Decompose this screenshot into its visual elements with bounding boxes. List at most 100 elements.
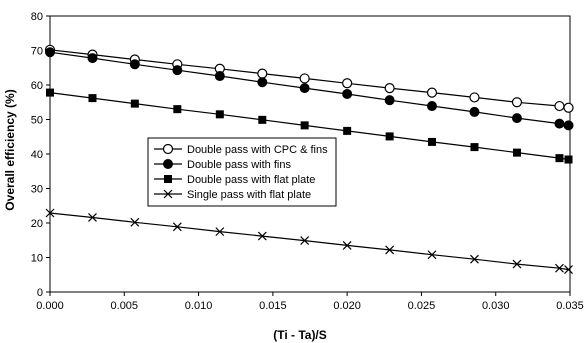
legend-box [147, 137, 337, 207]
data-point [555, 263, 564, 273]
data-point [88, 94, 97, 103]
data-point [214, 71, 225, 82]
y-tick-label: 40 [31, 149, 43, 161]
data-point [385, 132, 394, 141]
data-point [257, 77, 268, 88]
plot-series [44, 44, 574, 274]
y-tick-label: 30 [31, 184, 43, 196]
y-tick-label: 80 [31, 11, 43, 23]
data-point [511, 113, 522, 124]
x-marker-stroke [88, 213, 97, 222]
y-axis-title: Overall efficiency (%) [3, 89, 17, 210]
data-point [384, 83, 395, 94]
data-point [45, 208, 55, 218]
x-marker-stroke [470, 254, 479, 264]
x-marker-stroke [385, 245, 395, 255]
series-line [49, 212, 569, 271]
data-point [88, 213, 97, 222]
data-point [469, 106, 480, 117]
data-point [427, 250, 437, 260]
x-tick-label: 0.025 [408, 300, 436, 312]
x-tick-label: 0.005 [111, 300, 139, 312]
data-point [172, 65, 183, 76]
data-point [258, 115, 267, 124]
data-point [512, 148, 521, 157]
data-point [554, 100, 565, 112]
y-tick-label: 0 [37, 287, 43, 299]
series-3 [46, 88, 573, 164]
x-tick-label: 0.035 [556, 300, 584, 312]
legend-item: Double pass with CPC & fins [154, 143, 328, 156]
x-marker-stroke [163, 189, 173, 199]
data-point [300, 236, 310, 246]
series-2 [45, 47, 574, 131]
legend-marker [162, 143, 174, 155]
data-point [300, 121, 309, 130]
data-point [45, 47, 55, 58]
data-point [299, 83, 310, 94]
data-point [426, 87, 438, 98]
data-point [257, 231, 267, 241]
legend-label: Single pass with flat plate [187, 189, 311, 201]
data-point [563, 102, 574, 113]
legend-label: Double pass with flat plate [187, 174, 315, 186]
x-marker-stroke [564, 265, 573, 274]
data-point [511, 97, 523, 108]
y-tick-label: 60 [31, 80, 43, 92]
x-marker-stroke [257, 231, 267, 241]
y-tick-label: 70 [31, 46, 43, 58]
legend-item: Double pass with flat plate [154, 174, 315, 186]
data-point [215, 110, 224, 119]
x-tick-label: 0.030 [482, 300, 510, 312]
data-point [215, 227, 225, 237]
data-point [299, 73, 310, 84]
x-tick-label: 0.015 [259, 300, 287, 312]
series-line [49, 51, 569, 126]
legend: Double pass with CPC & fins Double pass w… [147, 137, 337, 207]
x-marker-stroke [300, 236, 310, 246]
data-point [342, 241, 352, 250]
data-point [512, 259, 522, 269]
data-point [554, 118, 565, 129]
x-marker-stroke [342, 241, 352, 250]
x-tick-label: 0.000 [36, 300, 64, 312]
legend-label: Double pass with fins [187, 159, 291, 171]
x-marker-stroke [512, 259, 522, 269]
legend-item: Single pass with flat plate [154, 189, 311, 201]
x-marker-stroke [427, 250, 437, 260]
x-marker-stroke [45, 208, 55, 218]
data-point [342, 78, 353, 89]
x-marker-stroke [172, 222, 182, 232]
data-point [469, 92, 480, 103]
x-axis-title: (Ti - Ta)/S [273, 328, 327, 342]
series-line [49, 49, 569, 109]
data-point [173, 105, 182, 114]
y-tick-label: 20 [31, 218, 43, 230]
data-point [129, 59, 140, 70]
x-tick-label: 0.010 [185, 300, 213, 312]
data-point [130, 99, 139, 108]
data-point [46, 88, 54, 97]
x-marker-stroke [130, 217, 140, 227]
x-tick-label: 0.020 [333, 300, 361, 312]
data-point [172, 222, 182, 232]
data-point [342, 88, 353, 99]
x-marker-stroke [555, 263, 564, 273]
axes: 0 10 20 30 40 50 60 70 80 0.000 0.005 0.010 0.015 0.0… [31, 11, 584, 312]
data-point [555, 154, 564, 163]
data-point [257, 68, 268, 79]
data-point [470, 254, 479, 264]
legend-marker [163, 189, 173, 199]
data-point [427, 137, 436, 146]
data-point [343, 126, 352, 135]
data-point [130, 217, 140, 227]
series-4 [45, 208, 573, 274]
data-point [563, 120, 574, 131]
legend-marker [163, 159, 173, 169]
y-tick-label: 10 [31, 253, 43, 265]
legend-item: Double pass with fins [154, 159, 291, 171]
data-point [470, 143, 479, 152]
data-point [426, 101, 437, 112]
data-point [384, 95, 395, 106]
y-tick-label: 50 [31, 115, 43, 127]
